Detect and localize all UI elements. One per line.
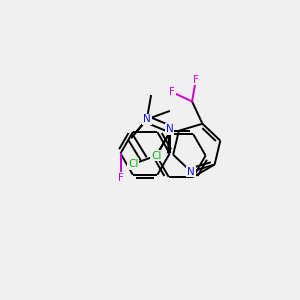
Text: Cl: Cl: [151, 151, 162, 160]
Text: F: F: [169, 87, 175, 97]
Text: Cl: Cl: [128, 159, 139, 169]
Text: F: F: [118, 173, 124, 183]
Text: N: N: [166, 124, 174, 134]
Text: N: N: [187, 167, 195, 177]
Text: N: N: [143, 114, 151, 124]
Text: F: F: [193, 75, 199, 85]
